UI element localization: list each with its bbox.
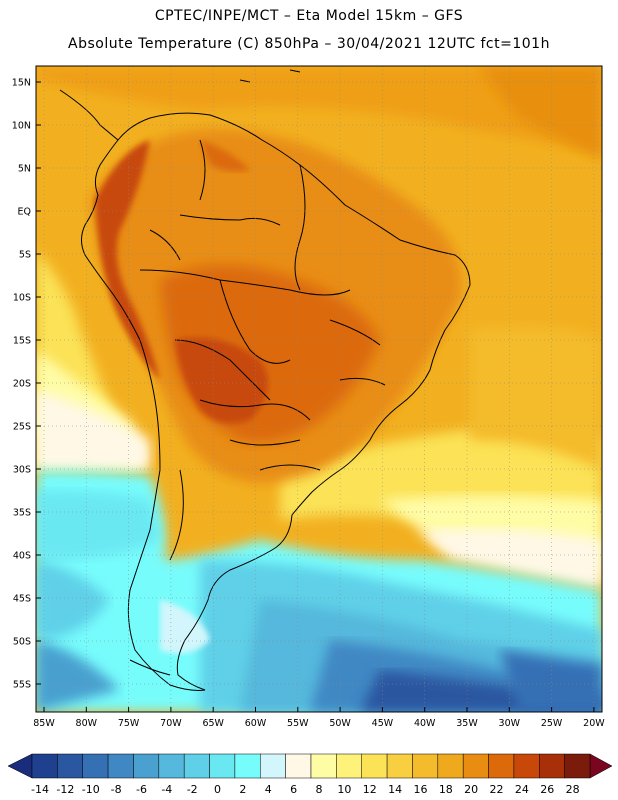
lon-tick-label: 75W [118,718,140,729]
colorbar-swatch [82,753,109,779]
colorbar-label: -14 [31,783,49,796]
colorbar-swatch [513,753,540,779]
lat-tick-label: 55S [13,680,31,691]
lon-tick-label: 65W [202,718,224,729]
colorbar-swatch [260,753,286,779]
lat-tick-label: 10N [12,121,31,132]
lon-tick-label: 80W [76,718,98,729]
colorbar-over-arrow [589,753,613,779]
colorbar-label: 18 [439,783,453,796]
colorbar-swatch [564,753,591,779]
lat-tick-label: 15N [12,78,31,89]
colorbar-label: 0 [214,783,221,796]
lon-tick-label: 40W [414,718,436,729]
colorbar-swatch [310,753,337,779]
colorbar-label: 10 [337,783,351,796]
colorbar-label: 2 [239,783,246,796]
longitude-axis: 85W 80W 75W 70W 65W 60W 55W 50W 45W 40W 35W 30W 25W 2… [33,707,605,729]
colorbar-swatch [107,753,134,779]
colorbar-label: -4 [161,783,172,796]
colorbar-swatch [361,753,388,779]
lon-tick-label: 30W [499,718,521,729]
colorbar-label: 4 [265,783,272,796]
lat-tick-label: 10S [13,293,31,304]
colorbar-label: 20 [464,783,478,796]
lon-tick-label: 55W [287,718,309,729]
map-frame [35,65,603,713]
lon-tick-label: 25W [541,718,563,729]
colorbar-label: 14 [388,783,402,796]
lat-tick-label: EQ [18,207,31,218]
lon-tick-label: 70W [160,718,182,729]
colorbar-swatch [285,753,312,779]
colorbar-swatch [57,753,83,779]
colorbar-swatch [234,753,261,779]
lon-tick-label: 20W [583,718,605,729]
colorbar-label: 6 [290,783,297,796]
lat-tick-label: 35S [13,508,31,519]
colorbar-swatch [437,753,464,779]
coastlines [59,69,471,691]
colorbar-label: 16 [413,783,427,796]
colorbar-swatch [462,753,489,779]
colorbar-label: -6 [136,783,147,796]
colorbar-swatch [488,753,515,779]
colorbar-swatch [158,753,185,779]
colorbar-label: 12 [363,783,377,796]
colorbar-label: -8 [111,783,122,796]
colorbar-label: 22 [490,783,504,796]
colorbar-swatch [539,753,565,779]
colorbar-label: -12 [56,783,74,796]
lon-tick-label: 45W [372,718,394,729]
colorbar-label: -10 [82,783,100,796]
colorbar: -14 -12 -10 -8 -6 -4 -2 0 2 4 6 8 10 12 14 16 18 20 22 24 26… [7,753,613,796]
lat-tick-label: 15S [13,336,31,347]
lat-tick-label: 5S [19,250,31,261]
lon-tick-label: 35W [456,718,478,729]
colorbar-label: 8 [316,783,323,796]
colorbar-label: 24 [515,783,529,796]
lon-tick-label: 85W [33,718,55,729]
lat-tick-label: 30S [13,465,31,476]
colorbar-swatch [412,753,439,779]
lat-tick-label: 20S [13,379,31,390]
lon-tick-label: 50W [329,718,351,729]
colorbar-label: 28 [566,783,580,796]
chart-title-line-1: CPTEC/INPE/MCT – Eta Model 15km – GFS [154,8,464,24]
colorbar-swatch [133,753,160,779]
chart-title-line-2: Absolute Temperature (C) 850hPa – 30/04/… [68,36,550,52]
colorbar-swatch [209,753,236,779]
lat-tick-label: 45S [13,594,31,605]
lat-tick-label: 5N [18,164,31,175]
lat-tick-label: 50S [13,637,31,648]
colorbar-swatch [336,753,362,779]
colorbar-swatch [386,753,413,779]
colorbar-swatch [183,753,210,779]
lat-tick-label: 25S [13,422,31,433]
lon-tick-label: 60W [245,718,267,729]
colorbar-label: -2 [187,783,198,796]
latitude-axis: 15N 10N 5N EQ 5S 10S 15S 20S 25S 30S 35S 40S 45S 50S 5… [12,78,41,691]
colorbar-label: 26 [540,783,554,796]
colorbar-under-arrow [7,753,33,779]
lat-tick-label: 40S [13,551,31,562]
temperature-field [36,66,602,712]
colorbar-swatch [31,753,58,779]
